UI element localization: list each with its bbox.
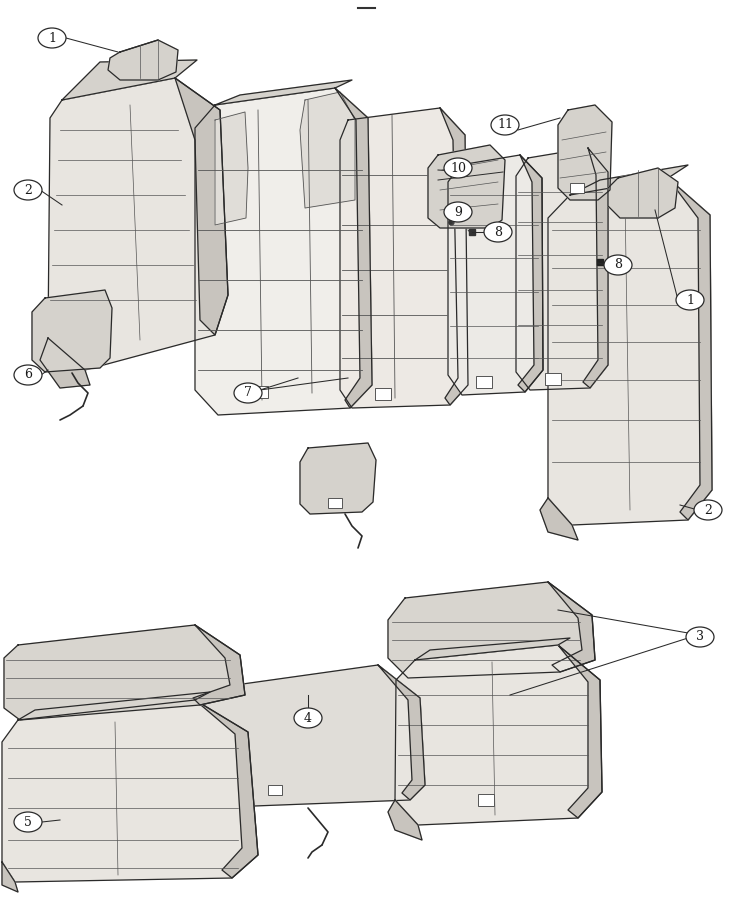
Ellipse shape bbox=[294, 708, 322, 728]
Polygon shape bbox=[548, 178, 712, 525]
Bar bbox=[328, 498, 342, 508]
Polygon shape bbox=[215, 80, 352, 105]
Text: 2: 2 bbox=[704, 503, 712, 517]
Polygon shape bbox=[558, 105, 612, 200]
Polygon shape bbox=[378, 665, 425, 800]
Ellipse shape bbox=[686, 627, 714, 647]
Bar bbox=[478, 794, 494, 806]
Ellipse shape bbox=[694, 500, 722, 520]
Polygon shape bbox=[388, 800, 422, 840]
Polygon shape bbox=[185, 665, 425, 808]
Polygon shape bbox=[2, 862, 18, 892]
Polygon shape bbox=[62, 60, 197, 100]
Text: 6: 6 bbox=[24, 368, 32, 382]
Polygon shape bbox=[300, 443, 376, 514]
Polygon shape bbox=[40, 338, 90, 388]
Polygon shape bbox=[518, 155, 543, 392]
Polygon shape bbox=[558, 645, 602, 818]
Ellipse shape bbox=[484, 222, 512, 242]
Text: 11: 11 bbox=[497, 119, 513, 131]
Polygon shape bbox=[548, 582, 595, 672]
Ellipse shape bbox=[444, 158, 472, 178]
Ellipse shape bbox=[444, 202, 472, 222]
Ellipse shape bbox=[604, 255, 632, 275]
Polygon shape bbox=[32, 290, 112, 372]
Polygon shape bbox=[18, 692, 210, 720]
Bar bbox=[476, 376, 492, 388]
Ellipse shape bbox=[491, 115, 519, 135]
Polygon shape bbox=[388, 582, 595, 678]
Bar bbox=[268, 785, 282, 795]
Polygon shape bbox=[570, 165, 688, 195]
Text: 2: 2 bbox=[24, 184, 32, 196]
Polygon shape bbox=[195, 88, 372, 415]
Polygon shape bbox=[583, 148, 608, 388]
Text: 8: 8 bbox=[614, 258, 622, 272]
Polygon shape bbox=[668, 178, 712, 520]
Polygon shape bbox=[2, 700, 258, 882]
Text: 1: 1 bbox=[686, 293, 694, 307]
Polygon shape bbox=[516, 148, 608, 390]
Ellipse shape bbox=[676, 290, 704, 310]
Ellipse shape bbox=[14, 812, 42, 832]
Ellipse shape bbox=[234, 383, 262, 403]
Polygon shape bbox=[195, 700, 258, 878]
Ellipse shape bbox=[14, 365, 42, 385]
Polygon shape bbox=[340, 108, 468, 408]
Bar bbox=[375, 388, 391, 400]
Polygon shape bbox=[335, 88, 372, 408]
Bar bbox=[545, 373, 561, 385]
Polygon shape bbox=[215, 112, 248, 225]
Polygon shape bbox=[48, 78, 228, 370]
Polygon shape bbox=[608, 168, 678, 218]
Text: 8: 8 bbox=[494, 226, 502, 239]
Text: 10: 10 bbox=[450, 161, 466, 175]
Bar bbox=[252, 386, 268, 398]
Ellipse shape bbox=[14, 180, 42, 200]
Text: 7: 7 bbox=[244, 386, 252, 400]
Polygon shape bbox=[448, 155, 543, 395]
Polygon shape bbox=[428, 145, 505, 228]
Text: 3: 3 bbox=[696, 631, 704, 644]
Text: 1: 1 bbox=[48, 32, 56, 44]
Polygon shape bbox=[415, 638, 570, 660]
Polygon shape bbox=[395, 645, 602, 825]
Text: 9: 9 bbox=[454, 205, 462, 219]
Bar bbox=[570, 183, 584, 193]
Polygon shape bbox=[193, 625, 245, 705]
Text: 4: 4 bbox=[304, 712, 312, 724]
Polygon shape bbox=[440, 108, 468, 405]
Polygon shape bbox=[540, 498, 578, 540]
Polygon shape bbox=[4, 625, 245, 720]
Text: 5: 5 bbox=[24, 815, 32, 829]
Polygon shape bbox=[108, 40, 178, 80]
Polygon shape bbox=[175, 78, 228, 335]
Ellipse shape bbox=[38, 28, 66, 48]
Polygon shape bbox=[300, 92, 355, 208]
